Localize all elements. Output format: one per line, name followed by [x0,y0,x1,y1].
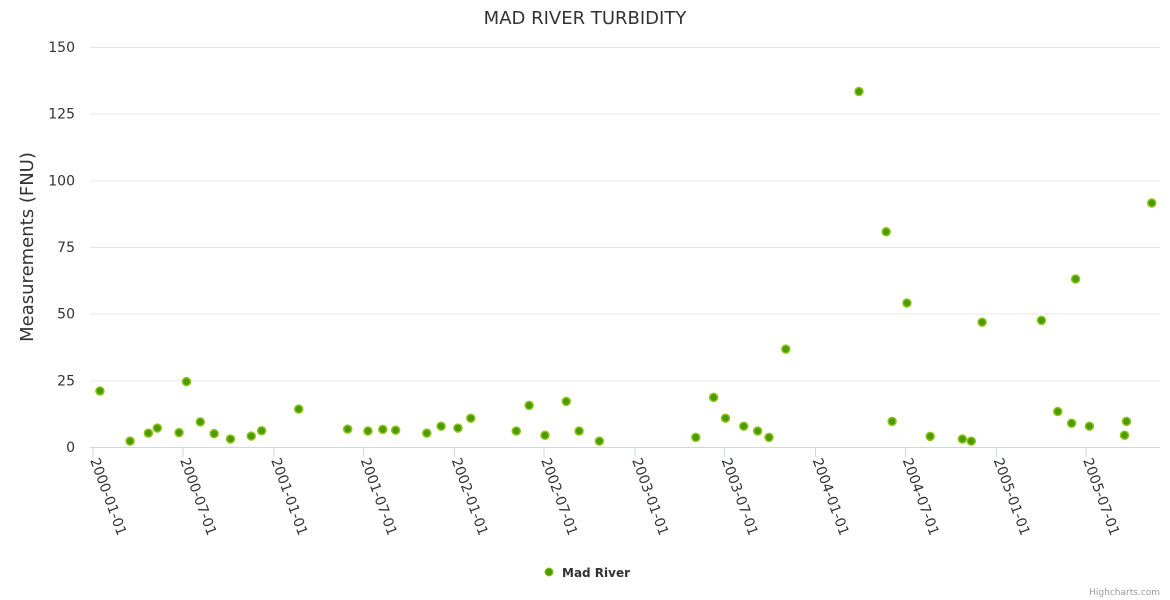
data-point[interactable] [739,421,749,431]
y-axis-label: Measurements (FNU) [17,152,38,342]
data-point[interactable] [225,434,236,444]
data-point[interactable] [436,421,446,431]
data-point[interactable] [977,317,987,327]
data-point[interactable] [125,436,135,446]
data-point[interactable] [181,376,192,387]
data-point[interactable] [195,417,206,427]
data-point[interactable] [95,386,105,396]
data-point[interactable] [209,428,219,439]
data-point[interactable] [966,436,976,446]
data-point[interactable] [363,426,373,436]
data-point[interactable] [152,423,163,433]
data-point[interactable] [902,298,912,308]
y-tick-label: 100 [48,173,75,189]
data-point[interactable] [561,396,571,407]
data-point[interactable] [540,430,550,441]
x-tick-label: 2003-07-01 [718,456,761,538]
data-point[interactable] [293,404,304,414]
data-point[interactable] [720,413,731,423]
y-tick-label: 125 [48,107,75,123]
legend-item-mad-river[interactable]: Mad River [544,566,630,580]
x-tick-label: 2000-07-01 [176,456,219,538]
y-axis-ticks: 0 25 50 75 100 125 150 [48,40,75,456]
x-tick-label: 2002-07-01 [537,456,580,538]
data-point[interactable] [854,86,864,97]
data-point[interactable] [453,423,463,433]
x-tick-label: 2001-01-01 [267,456,310,538]
data-point[interactable] [246,431,256,441]
credits-link[interactable]: Highcharts.com [1089,588,1160,598]
data-point[interactable] [925,431,935,442]
data-point[interactable] [1053,406,1063,417]
data-point[interactable] [1066,418,1077,429]
data-point[interactable] [1070,274,1081,284]
chart-title: MAD RIVER TURBIDITY [484,8,688,29]
data-point[interactable] [887,416,897,427]
y-tick-label: 150 [48,40,75,56]
legend-label: Mad River [562,566,630,580]
data-point[interactable] [174,427,184,438]
data-point[interactable] [1119,430,1130,441]
x-tick-label: 2005-07-01 [1079,456,1122,538]
data-point[interactable] [466,413,476,423]
gridlines [90,47,1160,382]
x-tick-label: 2000-01-01 [86,456,129,538]
data-point[interactable] [1146,198,1157,208]
data-point[interactable] [574,426,584,436]
data-point[interactable] [957,434,968,444]
data-point[interactable] [691,432,701,443]
data-point[interactable] [524,400,534,411]
data-point[interactable] [1036,315,1047,326]
x-tick-label: 2001-07-01 [357,456,400,538]
data-point[interactable] [881,227,891,237]
data-point[interactable] [1121,416,1132,427]
data-point[interactable] [708,392,719,403]
data-point[interactable] [422,428,432,438]
data-point[interactable] [378,424,388,435]
data-point[interactable] [342,424,353,434]
data-point[interactable] [764,432,774,443]
series-mad-river [95,86,1157,446]
x-tick-label: 2005-01-01 [990,456,1033,538]
legend-marker-icon [544,567,554,577]
x-tick-label: 2002-01-01 [448,456,491,538]
data-point[interactable] [143,428,154,438]
data-point[interactable] [594,436,605,446]
data-point[interactable] [511,426,522,436]
y-tick-label: 25 [57,373,75,389]
data-point[interactable] [390,425,401,435]
y-tick-label: 50 [57,307,75,323]
y-tick-label: 0 [66,440,75,456]
data-point[interactable] [256,425,267,436]
x-axis-ticks: 2000-01-01 2000-07-01 2001-01-01 2001-07-01… [86,447,1122,538]
data-point[interactable] [781,344,791,354]
x-tick-label: 2004-01-01 [809,456,852,538]
y-tick-label: 75 [57,240,75,256]
data-point[interactable] [1084,421,1095,431]
data-point[interactable] [752,426,763,436]
x-tick-label: 2004-07-01 [899,456,942,538]
x-tick-label: 2003-01-01 [628,456,671,538]
